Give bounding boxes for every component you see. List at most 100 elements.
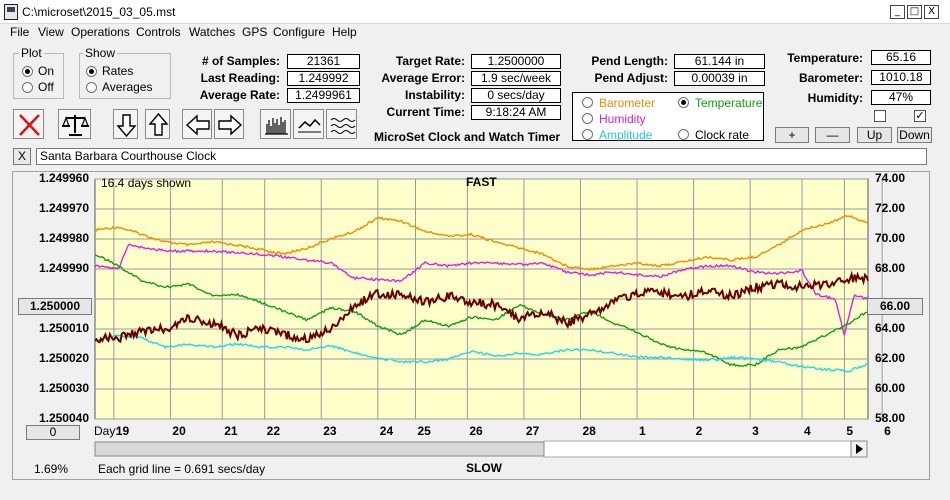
title-bar	[0, 0, 950, 24]
barometer-value: 1010.18	[871, 70, 931, 85]
scale-minus-button[interactable]: —	[815, 127, 850, 143]
target-rate-label: Target Rate:	[395, 54, 465, 68]
menu-view[interactable]: View	[38, 25, 64, 39]
x-tick-label: 2	[695, 424, 703, 438]
plot-group-title: Plot	[19, 46, 44, 60]
series-lines	[94, 214, 869, 373]
pend-length-value: 61.144 in	[674, 54, 765, 69]
sensor-checkbox-1[interactable]	[874, 110, 886, 122]
close-window-button[interactable]: X	[924, 5, 939, 19]
fast-label: FAST	[466, 175, 497, 189]
humidity-label: Humidity:	[807, 91, 863, 105]
menu-file[interactable]: File	[10, 25, 30, 39]
scale-up-button[interactable]: Up	[857, 127, 892, 143]
app-subtitle: MicroSet Clock and Watch Timer	[374, 130, 561, 144]
overlay-clock-rate-radio[interactable]	[678, 129, 689, 140]
scrollbar-track[interactable]	[543, 440, 852, 458]
menu-watches[interactable]: Watches	[189, 25, 236, 39]
overlay-temperature-label: Temperature	[695, 96, 763, 110]
close-clock-name-button[interactable]: X	[13, 148, 31, 165]
clear-button[interactable]	[13, 109, 44, 139]
arrow-down-button[interactable]	[113, 109, 138, 139]
menu-configure[interactable]: Configure	[273, 25, 326, 39]
menu-controls[interactable]: Controls	[136, 25, 181, 39]
overlay-temperature-radio[interactable]	[678, 97, 689, 108]
y-left-tick-label: 1.250020	[38, 351, 89, 365]
y-right-tick-label: 58.00	[875, 411, 906, 425]
overlay-humidity-radio[interactable]	[582, 113, 593, 124]
samples-label: # of Samples:	[201, 54, 280, 68]
rate-chart	[94, 178, 883, 458]
menu-help[interactable]: Help	[332, 25, 357, 39]
series-amplitude	[94, 334, 869, 373]
last-reading-label: Last Reading:	[200, 71, 280, 85]
offset-value-button[interactable]: 0	[26, 425, 80, 440]
balance-scale-icon	[62, 115, 89, 136]
arrow-up-icon	[148, 112, 169, 136]
balance-button[interactable]	[58, 109, 91, 139]
line-view-button[interactable]	[293, 109, 324, 139]
x-tick-label: 1	[639, 424, 646, 438]
arrow-right-button[interactable]	[214, 109, 244, 139]
percent-label: 1.69%	[34, 462, 69, 476]
arrow-left-button[interactable]	[182, 109, 212, 139]
right-center-value-button[interactable]: 66.00	[867, 298, 923, 315]
show-rates-radio[interactable]	[86, 66, 97, 77]
y-right-tick-label: 72.00	[875, 201, 906, 215]
grid-note-label: Each grid line = 0.691 secs/day	[98, 462, 266, 476]
scrollbar-thumb[interactable]	[94, 441, 545, 457]
pend-adjust-label: Pend Adjust:	[594, 71, 668, 85]
menu-operations[interactable]: Operations	[71, 25, 130, 39]
show-averages-radio[interactable]	[86, 82, 97, 93]
x-tick-label: 3	[752, 424, 759, 438]
x-tick-label: 25	[417, 424, 431, 438]
x-tick-label: 6	[884, 424, 891, 438]
plot-on-radio[interactable]	[22, 66, 33, 77]
overlay-amplitude-radio[interactable]	[582, 129, 593, 140]
scale-plus-button[interactable]: +	[775, 127, 809, 143]
show-group	[79, 53, 171, 99]
x-tick-label: 21	[224, 424, 238, 438]
show-averages-label: Averages	[102, 80, 153, 94]
maximize-button[interactable]: □	[907, 5, 922, 19]
y-left-tick-label: 1.250010	[38, 321, 89, 335]
pend-adjust-value: 0.00039 in	[674, 71, 765, 86]
day-label: Day:	[94, 424, 119, 438]
bars-view-button[interactable]	[260, 109, 291, 139]
y-left-tick-label: 1.249980	[38, 231, 89, 245]
arrow-down-icon	[116, 114, 137, 138]
wave-view-button[interactable]	[326, 109, 357, 139]
app-icon[interactable]	[4, 4, 18, 20]
y-right-tick-label: 60.00	[875, 381, 906, 395]
left-center-value-button[interactable]: 1.250000	[18, 298, 92, 315]
clock-name-input[interactable]: Santa Barbara Courthouse Clock	[36, 148, 927, 165]
series-temperature	[94, 254, 869, 367]
minimize-button[interactable]: _	[890, 5, 905, 19]
sensor-checkbox-2[interactable]: ✓	[914, 110, 926, 122]
overlay-amplitude-label: Amplitude	[599, 128, 653, 142]
show-rates-label: Rates	[102, 64, 134, 78]
y-left-tick-label: 1.249970	[38, 201, 89, 215]
average-rate-label: Average Rate:	[199, 88, 280, 102]
scale-down-button[interactable]: Down	[897, 127, 932, 143]
overlay-barometer-radio[interactable]	[582, 97, 593, 108]
y-right-tick-label: 70.00	[875, 231, 906, 245]
temperature-value: 65.16	[871, 50, 931, 65]
instability-label: Instability:	[404, 88, 465, 102]
x-tick-label: 22	[266, 424, 281, 438]
plot-off-radio[interactable]	[22, 82, 33, 93]
x-tick-label: 4	[804, 424, 811, 438]
arrow-up-button[interactable]	[145, 109, 170, 139]
barometer-label: Barometer:	[798, 71, 863, 85]
show-group-title: Show	[83, 46, 118, 60]
plot-off-label: Off	[38, 80, 54, 94]
overlay-humidity-label: Humidity	[599, 112, 646, 126]
last-reading-value: 1.249992	[287, 71, 360, 86]
series-humidity	[94, 243, 869, 337]
menu-gps[interactable]: GPS	[242, 25, 268, 39]
x-tick-label: 26	[469, 424, 483, 438]
instability-value: 0 secs/day	[471, 88, 561, 103]
target-rate-value: 1.2500000	[471, 54, 561, 69]
current-time-value: 9:18:24 AM	[471, 105, 561, 120]
series-clock-rate	[94, 270, 869, 344]
